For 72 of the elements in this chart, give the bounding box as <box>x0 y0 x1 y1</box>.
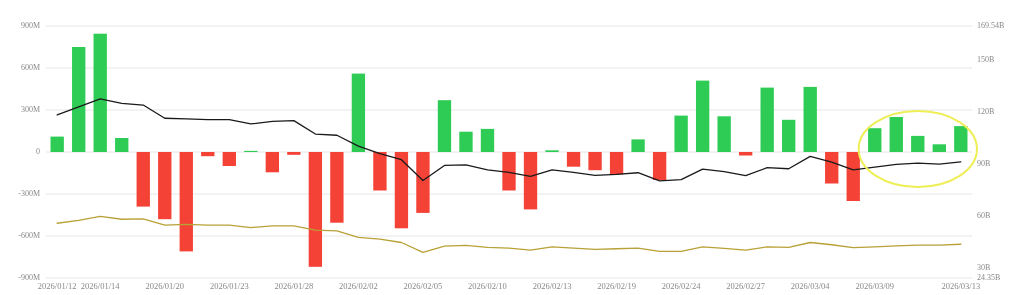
y-tick-label: 0 <box>36 146 40 156</box>
bar <box>308 152 323 267</box>
y-tick-label: -300M <box>18 188 40 198</box>
bar <box>803 86 817 152</box>
bar <box>373 152 387 191</box>
y2-tick-label: 169.54B <box>977 20 1005 30</box>
bar <box>158 152 172 220</box>
y2-tick-label: 30B <box>977 263 991 273</box>
bar <box>760 87 774 152</box>
bar <box>201 152 215 157</box>
bar <box>416 152 430 213</box>
bar <box>265 152 280 173</box>
x-tick-label: 2026/03/04 <box>790 281 831 291</box>
x-tick-label: 2026/02/24 <box>661 281 702 291</box>
y-tick-label: 900M <box>20 20 40 30</box>
bar <box>222 152 236 166</box>
bar <box>652 152 667 180</box>
bar <box>115 138 129 152</box>
bar <box>394 152 409 229</box>
bar <box>889 117 903 152</box>
bar <box>717 116 731 152</box>
x-tick-label: 2026/03/09 <box>855 281 895 291</box>
y2-tick-label: 24.35B <box>977 272 1001 282</box>
bar <box>695 80 710 152</box>
x-tick-label: 2026/03/13 <box>941 281 981 291</box>
bar <box>911 135 925 152</box>
y2-tick-label: 90B <box>977 158 991 168</box>
bar <box>459 131 473 152</box>
bar <box>72 47 86 152</box>
x-tick-label: 2026/01/12 <box>37 281 77 291</box>
bar <box>330 152 344 223</box>
bar <box>674 115 688 152</box>
bar <box>846 152 860 201</box>
x-tick-label: 2026/02/02 <box>339 281 378 291</box>
bar <box>523 152 538 210</box>
bar <box>179 152 193 252</box>
bar <box>825 152 839 184</box>
bar <box>351 73 366 152</box>
bar <box>566 152 581 167</box>
x-tick-label: 2026/02/10 <box>468 281 507 291</box>
bar <box>782 119 796 152</box>
y-tick-label: 300M <box>20 104 40 114</box>
x-tick-label: 2026/02/05 <box>403 281 443 291</box>
bar <box>502 152 516 191</box>
y-tick-label: -600M <box>18 230 40 240</box>
y-tick-label: 600M <box>20 62 40 72</box>
bar <box>954 126 968 152</box>
bar <box>609 152 624 175</box>
x-tick-label: 2026/01/20 <box>145 281 185 291</box>
bar <box>631 139 645 152</box>
line-series <box>56 215 962 254</box>
x-tick-label: 2026/02/13 <box>532 281 572 291</box>
y-tick-label: -900M <box>18 272 40 282</box>
bar <box>50 136 64 152</box>
x-tick-label: 2026/01/14 <box>80 281 121 291</box>
y2-tick-label: 60B <box>977 210 991 220</box>
bar <box>868 128 882 152</box>
line-series <box>56 98 962 182</box>
bar <box>437 100 452 152</box>
x-tick-label: 2026/01/23 <box>209 281 249 291</box>
y2-tick-label: 150B <box>977 54 995 64</box>
y2-tick-label: 120B <box>977 106 995 116</box>
x-tick-label: 2026/02/27 <box>726 281 766 291</box>
bar <box>93 33 107 152</box>
bar <box>738 152 753 156</box>
bar <box>287 152 301 155</box>
bar <box>480 128 495 152</box>
x-tick-label: 2026/02/19 <box>597 281 636 291</box>
x-tick-label: 2026/01/28 <box>274 281 314 291</box>
bar <box>588 152 602 171</box>
bar <box>136 152 150 207</box>
bar <box>932 144 946 152</box>
